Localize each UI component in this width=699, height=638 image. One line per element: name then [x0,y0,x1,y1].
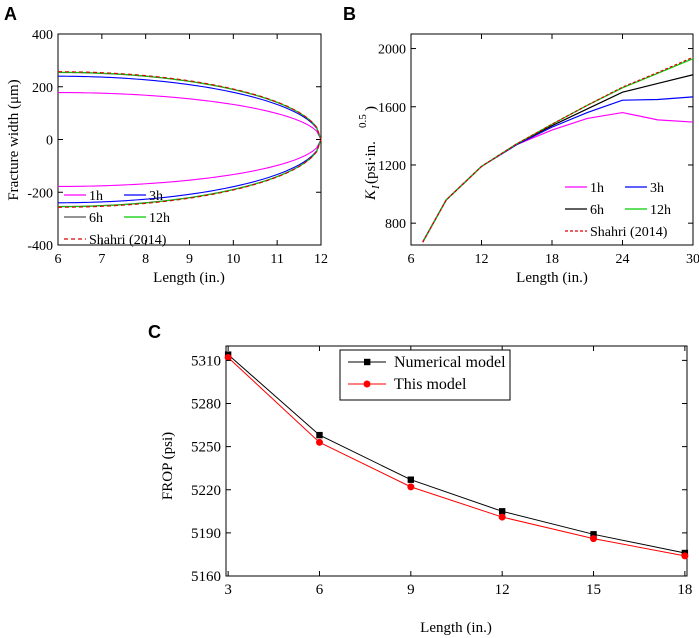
panel-a-ylabel: Fracture width (μm) [6,79,22,200]
panel-b-ytick-label: 1600 [378,101,406,116]
panel-letter-a: A [4,4,17,24]
panel-c-point-this-model [407,483,415,491]
panel-c-ticks: 3 6 9 12 15 18 5160 5190 5220 5250 5280 5310 [191,346,692,598]
panel-a: 6 7 8 9 10 11 12 -400 -200 0 200 400 Length (in.) F… [6,28,328,286]
panel-b-ylabel-close: ) [363,106,379,111]
panel-a-legend-label-1h: 1h [89,189,103,204]
panel-a-xtick-label: 7 [98,252,105,267]
panel-b-legend-label-shahri-2014: Shahri (2014) [590,225,668,240]
panel-c-xtick-label: 18 [677,582,692,598]
panel-a-legend-label-12h: 12h [149,211,170,226]
panel-a-xtick-label: 10 [226,252,240,267]
panel-b-legend-label-6h: 6h [590,203,604,218]
panel-c-legend-swatch-marker-this-model [363,380,371,388]
panel-c-point-this-model [498,513,506,521]
panel-a-xtick-label: 9 [186,252,193,267]
panel-c-line-this-model [227,357,685,557]
panel-c-legend-label-this-model: This model [394,376,467,393]
panel-c-ytick-label: 5220 [191,483,221,499]
panel-a-legend: 1h 3h 6h 12h Shahri (2014) [64,189,170,248]
panel-a-line-shahri-2014-upper [57,71,322,140]
panel-b: 6 12 18 24 30 800 1200 1600 2000 Length (in.) K … [357,33,699,286]
panel-a-line-1h-lower [57,139,322,187]
panel-b-ylabel-sub: I [370,184,382,190]
panel-a-line-1h-upper [57,92,322,140]
panel-b-ylabel-k: K [363,189,379,201]
panel-c-xlabel: Length (in.) [420,620,492,636]
panel-b-xtick-label: 30 [686,252,699,267]
panel-letter-b: B [343,4,356,24]
panel-c-ylabel: FROP (psi) [160,432,176,500]
panel-b-xtick-label: 18 [545,252,559,267]
panel-a-ytick-label: 400 [32,28,53,43]
panel-c-ytick-label: 5160 [191,569,221,585]
panel-b-xtick-label: 12 [475,252,489,267]
panel-b-xtick-label: 6 [408,252,415,267]
panel-c-legend-swatch-marker-numerical-model [364,358,371,366]
panel-b-legend: 1h 3h 6h 12h Shahri (2014) [565,181,671,240]
panel-c-point-this-model [590,535,598,543]
panel-letter-c: C [148,322,161,342]
panel-b-ytick-label: 2000 [378,43,406,58]
panel-b-ylabel: K I (psi·in. 0.5 ) [357,106,382,201]
panel-c-point-this-model [681,552,689,560]
panel-b-xlabel: Length (in.) [516,270,588,286]
panel-a-line-3h-lower [57,139,322,204]
panel-b-ytick-label: 1200 [378,159,406,174]
panel-a-xtick-label: 11 [270,252,283,267]
panel-c-point-this-model [224,354,232,361]
panel-a-line-3h-upper [57,75,322,140]
panel-b-legend-label-12h: 12h [650,203,671,218]
panel-c-frame [225,345,688,577]
panel-a-ticks: 6 7 8 9 10 11 12 -400 -200 0 200 400 [27,28,328,267]
panel-a-ytick-label: 200 [32,81,53,96]
panel-c-ytick-label: 5250 [191,440,221,456]
panel-a-legend-label-3h: 3h [149,189,163,204]
panel-c-series [224,351,689,560]
panel-a-legend-label-shahri-2014: Shahri (2014) [89,233,167,248]
panel-b-ytick-label: 800 [385,217,406,232]
panel-a-xlabel: Length (in.) [153,270,225,286]
panel-c-point-numerical-model [498,508,506,515]
panel-a-xtick-label: 8 [142,252,149,267]
panel-a-curves [57,71,322,208]
panel-b-legend-label-1h: 1h [590,181,604,196]
panel-c-point-numerical-model [316,431,323,439]
panel-c-xtick-label: 6 [316,582,324,598]
panel-c-xtick-label: 15 [586,582,601,598]
panel-a-xtick-label: 12 [314,252,328,267]
panel-c-ytick-label: 5310 [191,353,221,369]
panel-a-ytick-label: -200 [27,186,53,201]
panel-c: 3 6 9 12 15 18 5160 5190 5220 5250 5280 5310 Length… [160,345,692,636]
panel-a-ytick-label: 0 [46,134,53,149]
panel-c-legend: Numerical model This model [339,349,511,401]
panel-c-point-numerical-model [407,476,415,483]
panel-c-xtick-label: 12 [495,582,510,598]
panel-a-line-shahri-2014-lower [57,139,322,208]
panel-b-ylabel-unit: (psi·in. [363,141,379,184]
panel-a-xtick-label: 6 [55,252,62,267]
panel-c-ytick-label: 5280 [191,397,221,413]
panel-c-xtick-label: 3 [224,582,232,598]
panel-b-xtick-label: 24 [616,252,630,267]
panel-b-line-12h [422,58,694,243]
panel-b-curves [422,56,694,243]
panel-b-legend-label-3h: 3h [650,181,664,196]
panel-a-ytick-label: -400 [27,239,53,254]
panel-c-legend-box [339,349,511,401]
panel-b-ylabel-sup: 0.5 [357,114,369,128]
panel-a-legend-label-6h: 6h [89,211,103,226]
panel-b-ticks: 6 12 18 24 30 800 1200 1600 2000 [378,34,699,267]
panel-c-ytick-label: 5190 [191,526,221,542]
panel-c-point-this-model [315,438,323,446]
panel-c-point-numerical-model [590,531,597,538]
panel-c-xtick-label: 9 [407,582,415,598]
panel-c-legend-label-numerical-model: Numerical model [394,354,506,371]
panel-b-line-1h [422,111,694,243]
panel-c-line-numerical-model [227,354,685,554]
